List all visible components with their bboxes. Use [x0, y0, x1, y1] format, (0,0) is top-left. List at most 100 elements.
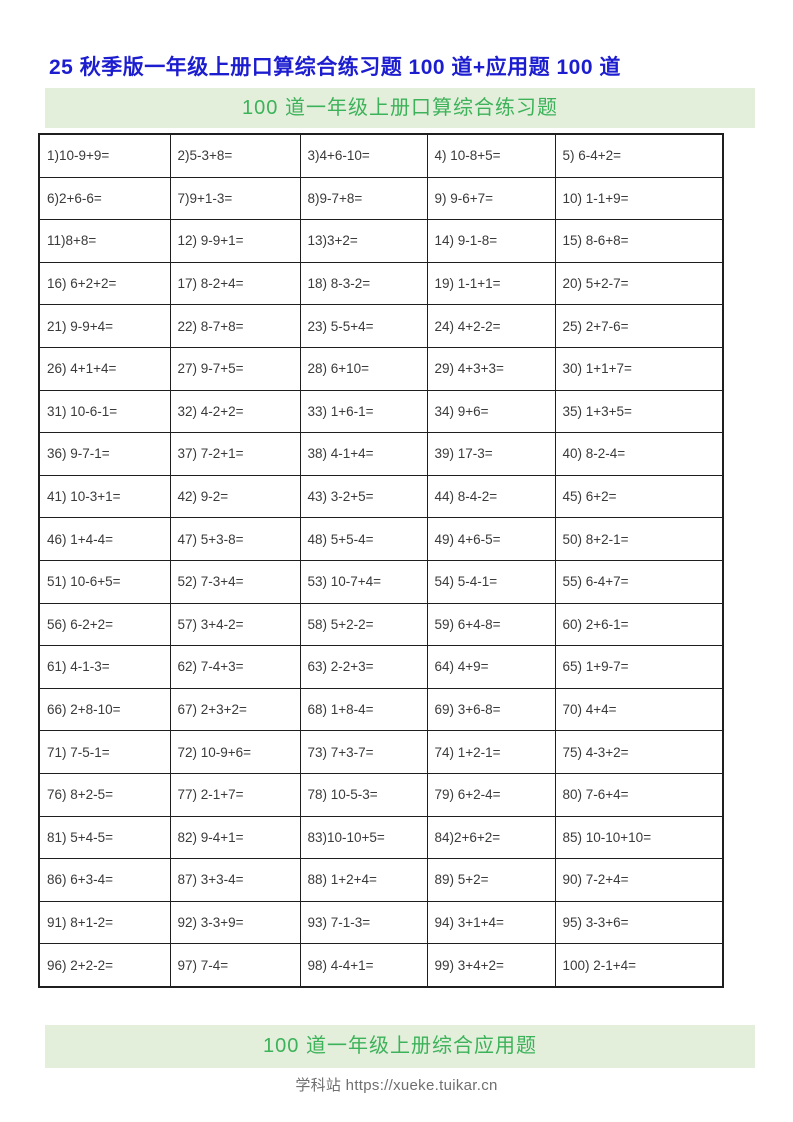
- problem-cell: 30) 1+1+7=: [554, 346, 724, 391]
- table-row: 51) 10-6+5= 52) 7-3+4= 53) 10-7+4= 54) 5-4-…: [38, 559, 724, 604]
- problem-cell: 4) 10-8+5=: [426, 133, 556, 178]
- problem-cell: 10) 1-1+9=: [554, 176, 724, 221]
- problem-cell: 73) 7+3-7=: [299, 730, 428, 774]
- word-problems-section-header: 100 道一年级上册综合应用题: [45, 1025, 755, 1068]
- problem-cell: 85) 10-10+10=: [554, 815, 724, 860]
- problem-cell: 58) 5+2-2=: [299, 602, 428, 647]
- problem-cell: 34) 9+6=: [426, 389, 556, 434]
- problem-cell: 47) 5+3-8=: [169, 517, 301, 561]
- problem-cell: 16) 6+2+2=: [38, 261, 171, 306]
- site-credit: 学科站 https://xueke.tuikar.cn: [295, 1077, 498, 1094]
- problem-cell: 22) 8-7+8=: [169, 304, 301, 348]
- problem-cell: 39) 17-3=: [426, 432, 556, 476]
- problem-cell: 1)10-9+9=: [38, 133, 171, 178]
- problem-cell: 37) 7-2+1=: [169, 432, 301, 476]
- problem-cell: 51) 10-6+5=: [38, 559, 171, 604]
- problems-table: 1)10-9+9= 2)5-3+8= 3)4+6-10= 4) 10-8+5= 5) 6…: [38, 133, 724, 988]
- problem-cell: 44) 8-4-2=: [426, 474, 556, 519]
- problem-cell: 75) 4-3+2=: [554, 730, 724, 774]
- problem-cell: 3)4+6-10=: [299, 133, 428, 178]
- problem-cell: 61) 4-1-3=: [38, 645, 171, 689]
- problem-cell: 36) 9-7-1=: [38, 432, 171, 476]
- problem-cell: 43) 3-2+5=: [299, 474, 428, 519]
- problem-cell: 55) 6-4+7=: [554, 559, 724, 604]
- problem-cell: 63) 2-2+3=: [299, 645, 428, 689]
- problem-cell: 93) 7-1-3=: [299, 900, 428, 945]
- problem-cell: 59) 6+4-8=: [426, 602, 556, 647]
- problem-cell: 70) 4+4=: [554, 687, 724, 732]
- problem-cell: 86) 6+3-4=: [38, 858, 171, 902]
- problem-cell: 41) 10-3+1=: [38, 474, 171, 519]
- table-row: 41) 10-3+1= 42) 9-2= 43) 3-2+5= 44) 8-4-2= 4…: [38, 474, 724, 519]
- problem-cell: 96) 2+2-2=: [38, 943, 171, 988]
- problem-cell: 82) 9-4+1=: [169, 815, 301, 860]
- table-row: 81) 5+4-5= 82) 9-4+1= 83)10-10+5= 84)2+6+2=…: [38, 815, 724, 860]
- table-row: 6)2+6-6= 7)9+1-3= 8)9-7+8= 9) 9-6+7= 10) 1-1…: [38, 176, 724, 221]
- problem-cell: 79) 6+2-4=: [426, 772, 556, 817]
- problem-cell: 24) 4+2-2=: [426, 304, 556, 348]
- problem-cell: 67) 2+3+2=: [169, 687, 301, 732]
- oral-math-section-header: 100 道一年级上册口算综合练习题: [45, 88, 755, 128]
- table-row: 36) 9-7-1= 37) 7-2+1= 38) 4-1+4= 39) 17-3= 4…: [38, 432, 724, 476]
- problem-cell: 80) 7-6+4=: [554, 772, 724, 817]
- problem-cell: 20) 5+2-7=: [554, 261, 724, 306]
- table-row: 31) 10-6-1= 32) 4-2+2= 33) 1+6-1= 34) 9+6= 3…: [38, 389, 724, 434]
- problem-cell: 8)9-7+8=: [299, 176, 428, 221]
- problem-cell: 38) 4-1+4=: [299, 432, 428, 476]
- problem-cell: 98) 4-4+1=: [299, 943, 428, 988]
- problem-cell: 87) 3+3-4=: [169, 858, 301, 902]
- document-title: 25 秋季版一年级上册口算综合练习题 100 道+应用题 100 道: [49, 56, 621, 79]
- problem-cell: 64) 4+9=: [426, 645, 556, 689]
- table-row: 96) 2+2-2= 97) 7-4= 98) 4-4+1= 99) 3+4+2= 10…: [38, 943, 724, 988]
- problem-cell: 57) 3+4-2=: [169, 602, 301, 647]
- problem-cell: 74) 1+2-1=: [426, 730, 556, 774]
- problem-cell: 46) 1+4-4=: [38, 517, 171, 561]
- problem-cell: 91) 8+1-2=: [38, 900, 171, 945]
- problem-cell: 72) 10-9+6=: [169, 730, 301, 774]
- table-row: 56) 6-2+2= 57) 3+4-2= 58) 5+2-2= 59) 6+4-8=…: [38, 602, 724, 647]
- problem-cell: 88) 1+2+4=: [299, 858, 428, 902]
- problem-cell: 11)8+8=: [38, 219, 171, 263]
- table-row: 66) 2+8-10= 67) 2+3+2= 68) 1+8-4= 69) 3+6-8…: [38, 687, 724, 732]
- table-row: 26) 4+1+4= 27) 9-7+5= 28) 6+10= 29) 4+3+3= 3…: [38, 346, 724, 391]
- problem-cell: 42) 9-2=: [169, 474, 301, 519]
- problem-cell: 90) 7-2+4=: [554, 858, 724, 902]
- problem-cell: 49) 4+6-5=: [426, 517, 556, 561]
- problem-cell: 78) 10-5-3=: [299, 772, 428, 817]
- table-row: 61) 4-1-3= 62) 7-4+3= 63) 2-2+3= 64) 4+9= 65…: [38, 645, 724, 689]
- problem-cell: 40) 8-2-4=: [554, 432, 724, 476]
- table-row: 86) 6+3-4= 87) 3+3-4= 88) 1+2+4= 89) 5+2= 90…: [38, 858, 724, 902]
- problem-cell: 81) 5+4-5=: [38, 815, 171, 860]
- problem-cell: 33) 1+6-1=: [299, 389, 428, 434]
- problem-cell: 56) 6-2+2=: [38, 602, 171, 647]
- problem-cell: 68) 1+8-4=: [299, 687, 428, 732]
- problem-cell: 89) 5+2=: [426, 858, 556, 902]
- problem-cell: 69) 3+6-8=: [426, 687, 556, 732]
- problem-cell: 18) 8-3-2=: [299, 261, 428, 306]
- problem-cell: 35) 1+3+5=: [554, 389, 724, 434]
- problem-cell: 92) 3-3+9=: [169, 900, 301, 945]
- problem-cell: 17) 8-2+4=: [169, 261, 301, 306]
- problem-cell: 21) 9-9+4=: [38, 304, 171, 348]
- problem-cell: 32) 4-2+2=: [169, 389, 301, 434]
- problem-cell: 9) 9-6+7=: [426, 176, 556, 221]
- problem-cell: 27) 9-7+5=: [169, 346, 301, 391]
- table-row: 76) 8+2-5= 77) 2-1+7= 78) 10-5-3= 79) 6+2-4…: [38, 772, 724, 817]
- problem-cell: 7)9+1-3=: [169, 176, 301, 221]
- problem-cell: 23) 5-5+4=: [299, 304, 428, 348]
- table-row: 46) 1+4-4= 47) 5+3-8= 48) 5+5-4= 49) 4+6-5=…: [38, 517, 724, 561]
- problem-cell: 52) 7-3+4=: [169, 559, 301, 604]
- problem-cell: 97) 7-4=: [169, 943, 301, 988]
- problem-cell: 29) 4+3+3=: [426, 346, 556, 391]
- problem-cell: 5) 6-4+2=: [554, 133, 724, 178]
- problem-cell: 13)3+2=: [299, 219, 428, 263]
- problem-cell: 94) 3+1+4=: [426, 900, 556, 945]
- problem-cell: 84)2+6+2=: [426, 815, 556, 860]
- problem-cell: 28) 6+10=: [299, 346, 428, 391]
- problem-cell: 45) 6+2=: [554, 474, 724, 519]
- problem-cell: 50) 8+2-1=: [554, 517, 724, 561]
- problem-cell: 65) 1+9-7=: [554, 645, 724, 689]
- table-row: 91) 8+1-2= 92) 3-3+9= 93) 7-1-3= 94) 3+1+4=…: [38, 900, 724, 945]
- table-row: 71) 7-5-1= 72) 10-9+6= 73) 7+3-7= 74) 1+2-1…: [38, 730, 724, 774]
